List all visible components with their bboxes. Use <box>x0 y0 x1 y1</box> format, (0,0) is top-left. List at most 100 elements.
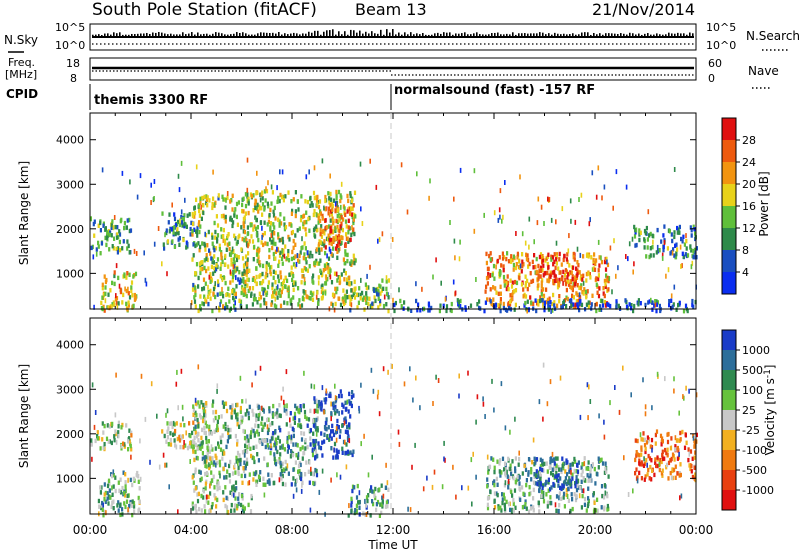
data-cell <box>676 247 679 252</box>
data-cell <box>281 286 284 291</box>
data-cell <box>137 479 140 484</box>
data-cell <box>222 304 225 309</box>
data-cell <box>376 286 379 292</box>
data-cell <box>319 268 322 273</box>
data-cell <box>191 506 195 511</box>
data-cell <box>199 443 202 448</box>
data-cell <box>173 422 176 427</box>
data-cell <box>209 288 212 294</box>
data-cell <box>560 305 563 310</box>
scatter-cell <box>476 394 479 400</box>
data-cell <box>338 280 341 286</box>
scatter-cell <box>682 394 684 400</box>
data-cell <box>367 301 370 307</box>
data-cell <box>260 206 263 211</box>
data-cell <box>547 252 550 257</box>
data-cell <box>301 274 304 279</box>
data-cell <box>555 261 558 266</box>
data-cell <box>537 263 540 269</box>
data-cell <box>393 308 396 314</box>
data-cell <box>260 240 263 245</box>
data-cell <box>219 299 223 304</box>
data-cell <box>275 304 278 309</box>
data-cell <box>204 297 207 302</box>
scatter-cell <box>351 225 353 231</box>
data-cell <box>129 228 133 233</box>
noise-spike <box>209 34 211 36</box>
data-cell <box>204 459 207 464</box>
data-cell <box>240 473 243 479</box>
data-cell <box>224 280 227 286</box>
data-cell <box>241 480 244 485</box>
data-cell <box>308 295 311 301</box>
data-cell <box>560 469 563 475</box>
data-cell <box>337 189 341 195</box>
data-cell <box>529 271 532 276</box>
data-cell <box>272 222 275 227</box>
data-cell <box>104 291 107 297</box>
data-cell <box>652 253 655 258</box>
data-cell <box>239 299 243 304</box>
data-cell <box>684 303 688 308</box>
data-cell <box>126 493 129 499</box>
scatter-cell <box>150 182 152 188</box>
data-cell <box>197 445 201 450</box>
data-cell <box>289 411 292 416</box>
data-cell <box>661 439 664 444</box>
scatter-cell <box>452 279 455 285</box>
data-cell <box>547 488 550 493</box>
data-cell <box>320 289 323 294</box>
scatter-cell <box>161 261 163 267</box>
data-cell <box>279 413 282 419</box>
data-cell <box>313 396 316 401</box>
data-cell <box>264 438 267 444</box>
data-cell <box>240 493 244 499</box>
data-cell <box>194 410 197 415</box>
data-cell <box>689 225 692 230</box>
data-cell <box>251 239 255 244</box>
data-cell <box>317 242 321 247</box>
noise-spike <box>389 32 391 36</box>
data-cell <box>195 197 198 202</box>
data-cell <box>246 265 249 270</box>
data-cell <box>503 502 506 508</box>
noise-spike <box>443 32 445 36</box>
data-cell <box>231 485 234 490</box>
plot-title: South Pole Station (fitACF) <box>92 0 317 20</box>
data-cell <box>347 198 350 204</box>
data-cell <box>582 254 585 259</box>
noise-spike <box>260 32 262 36</box>
data-cell <box>535 256 538 262</box>
data-cell <box>497 506 500 511</box>
data-cell <box>637 298 640 303</box>
scatter-cell <box>361 221 364 226</box>
data-cell <box>604 284 607 289</box>
data-cell <box>575 266 578 271</box>
scatter-cell <box>330 416 332 422</box>
data-cell <box>593 466 596 472</box>
scatter-cell <box>582 488 585 494</box>
data-cell <box>571 277 574 282</box>
data-cell <box>257 209 260 214</box>
data-cell <box>205 268 208 274</box>
scatter-cell <box>239 277 242 283</box>
scatter-cell <box>358 490 361 496</box>
data-cell <box>501 492 504 497</box>
data-cell <box>604 282 607 287</box>
data-cell <box>493 276 496 281</box>
data-cell <box>309 408 312 414</box>
scatter-cell <box>116 304 119 310</box>
scatter-cell <box>444 457 446 463</box>
data-cell <box>228 293 231 298</box>
scatter-cell <box>153 179 156 184</box>
scatter-cell <box>363 433 365 439</box>
data-cell <box>570 492 573 497</box>
data-cell <box>525 506 528 511</box>
data-cell <box>105 242 108 248</box>
data-cell <box>585 302 588 307</box>
noise-spike <box>605 33 607 36</box>
data-cell <box>324 420 327 426</box>
data-cell <box>476 302 479 307</box>
data-cell <box>518 486 521 491</box>
data-cell <box>282 252 285 258</box>
